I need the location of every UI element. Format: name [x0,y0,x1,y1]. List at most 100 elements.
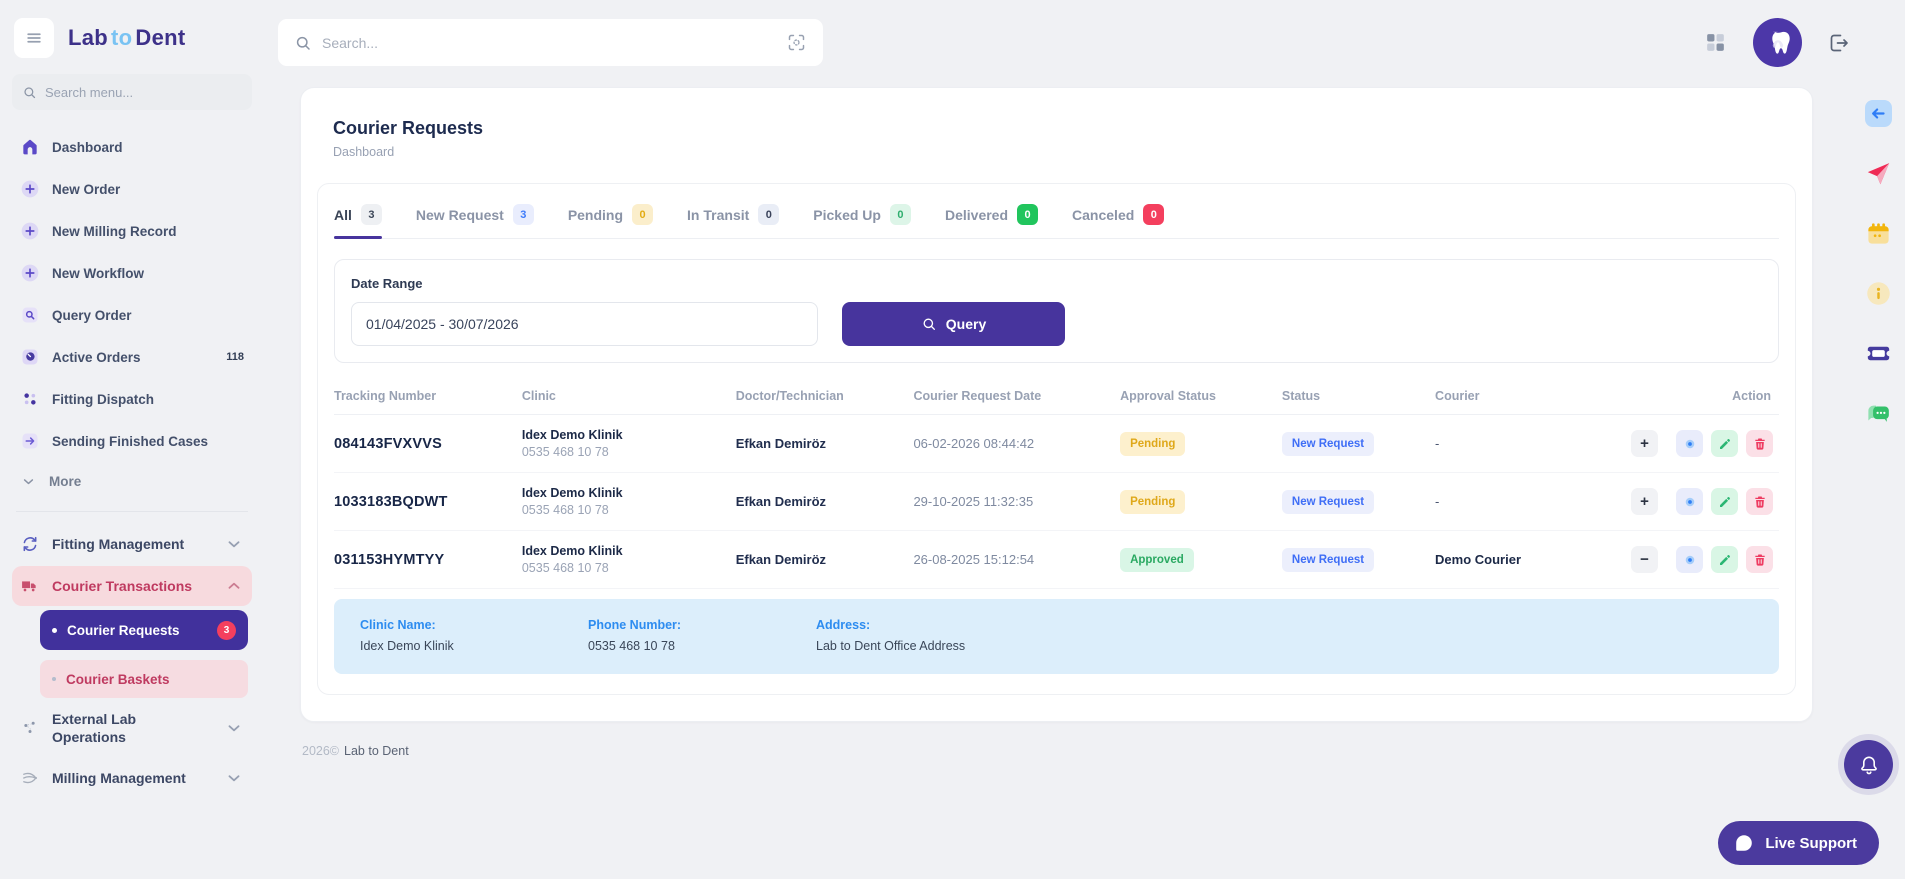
tracking-number: 084143FVXVVS [334,435,442,452]
delete-button[interactable] [1746,546,1773,573]
sidebar-group-courier-transactions[interactable]: Courier Transactions [12,566,252,606]
sidebar-item-label: Active Orders [52,349,141,365]
milling-icon [20,768,40,788]
tab-count-badge: 0 [632,204,654,225]
live-support-button[interactable]: Live Support [1718,821,1879,865]
eye-icon [1682,436,1698,452]
tracking-number: 1033183BQDWT [334,493,448,510]
sidebar-item-new-order[interactable]: New Order [12,168,252,210]
tab-label: In Transit [687,206,750,223]
tab-label: Pending [567,206,624,223]
global-search-input[interactable] [322,34,776,51]
query-button-label: Query [945,316,987,332]
clinic-name: Idex Demo Klinik [521,544,623,558]
sidebar-item-label: Query Order [52,307,132,323]
send-plane-icon[interactable] [1865,160,1892,187]
tab-new-request[interactable]: New Request 3 [416,204,534,238]
date-range-value: 01/04/2025 - 30/07/2026 [366,316,519,332]
sidebar-item-active-orders[interactable]: Active Orders 118 [12,336,252,378]
row-actions: + [1621,488,1779,515]
tab-picked-up[interactable]: Picked Up 0 [813,204,911,238]
tab-delivered[interactable]: Delivered 0 [945,204,1039,238]
live-support-label: Live Support [1765,834,1857,852]
sidebar-item-sending-finished-cases[interactable]: Sending Finished Cases [12,420,252,462]
sidebar-item-query-order[interactable]: Query Order [12,294,252,336]
sidebar-toggle-button[interactable] [14,18,54,58]
expand-row-button[interactable]: + [1631,488,1658,515]
sidebar-group-fitting-management[interactable]: Fitting Management [12,524,252,564]
info-icon[interactable] [1865,280,1892,307]
barcode-scan-icon[interactable] [786,32,807,53]
detail-clinic-name-label: Clinic Name: [360,618,436,632]
calendar-icon[interactable] [1865,220,1892,247]
tab-canceled[interactable]: Canceled 0 [1072,204,1165,238]
request-date: 26-08-2025 15:12:54 [913,552,1035,567]
column-header-approval-status: Approval Status [1120,388,1216,403]
collapse-row-button[interactable]: − [1631,546,1658,573]
expand-row-button[interactable]: + [1631,430,1658,457]
search-icon [22,85,37,100]
send-arrow-icon [20,431,40,451]
sidebar-item-more[interactable]: More [12,462,252,501]
user-avatar[interactable] [1753,18,1802,67]
view-button[interactable] [1676,430,1703,457]
page-header: Courier Requests Dashboard [317,118,1796,159]
ticket-icon[interactable] [1865,340,1892,367]
courier-requests-panel: All 3 New Request 3 Pending 0 In Transit 0 Picke… [317,183,1796,695]
tab-all[interactable]: All 3 [334,204,382,239]
sidebar-item-dashboard[interactable]: Dashboard [12,126,252,168]
tab-pending[interactable]: Pending 0 [567,204,654,238]
approval-status-cell: Approved [1120,547,1282,572]
apps-grid-icon[interactable] [1703,30,1728,55]
trash-icon [1752,494,1768,510]
back-icon[interactable] [1865,100,1892,127]
detail-phone-number: Phone Number: 0535 468 10 78 [588,618,816,653]
sidebar-item-label: New Milling Record [52,223,177,239]
sidebar-item-fitting-dispatch[interactable]: Fitting Dispatch [12,378,252,420]
tab-in-transit[interactable]: In Transit 0 [687,204,780,238]
filter-box: Date Range 01/04/2025 - 30/07/2026 Query [334,259,1779,363]
item-count-badge: 3 [217,620,236,640]
request-date: 06-02-2026 08:44:42 [913,436,1035,451]
sidebar-group-external-lab-operations[interactable]: External Lab Operations [12,700,252,756]
sidebar-search-input[interactable] [45,84,242,100]
query-button[interactable]: Query [842,302,1065,346]
notifications-fab[interactable] [1844,740,1893,789]
edit-button[interactable] [1711,430,1738,457]
view-button[interactable] [1676,488,1703,515]
bell-icon [1857,753,1881,777]
truck-icon [20,576,40,596]
sidebar-groups: Fitting Management Courier Transactions Co… [12,524,252,800]
logout-icon[interactable] [1827,31,1851,55]
chevron-down-icon [20,473,37,490]
sidebar-group-milling-management[interactable]: Milling Management [12,758,252,798]
status-cell: New Request [1281,489,1435,514]
detail-phone-number-label: Phone Number: [588,618,682,632]
page-content: Courier Requests Dashboard All 3 New Reque… [264,85,1905,758]
nodes-icon [20,718,40,738]
approval-status-cell: Pending [1120,489,1282,514]
chat-icon[interactable] [1865,400,1892,427]
view-button[interactable] [1676,546,1703,573]
delete-button[interactable] [1746,488,1773,515]
doctor-name: Efkan Demiröz [735,436,827,451]
home-icon [20,137,40,157]
tracking-number: 031153HYMTYY [334,551,445,568]
chevron-down-icon [224,718,244,738]
sidebar-item-label: Dashboard [52,139,123,155]
clinic-cell: Idex Demo Klinik 0535 468 10 78 [522,428,736,459]
sidebar-item-courier-requests[interactable]: Courier Requests 3 [40,610,248,650]
table-body: 084143FVXVVS Idex Demo Klinik 0535 468 10 … [334,415,1779,674]
edit-button[interactable] [1711,488,1738,515]
column-header-courier: Courier [1435,388,1480,403]
page-title: Courier Requests [333,118,484,138]
edit-button[interactable] [1711,546,1738,573]
delete-button[interactable] [1746,430,1773,457]
right-icon-rail [1865,100,1892,427]
pencil-icon [1717,552,1733,568]
detail-address-value: Lab to Dent Office Address [816,639,966,653]
sidebar-item-new-workflow[interactable]: New Workflow [12,252,252,294]
sidebar-item-courier-baskets[interactable]: Courier Baskets [40,660,248,698]
sidebar-item-new-milling-record[interactable]: New Milling Record [12,210,252,252]
date-range-input[interactable]: 01/04/2025 - 30/07/2026 [351,302,818,346]
